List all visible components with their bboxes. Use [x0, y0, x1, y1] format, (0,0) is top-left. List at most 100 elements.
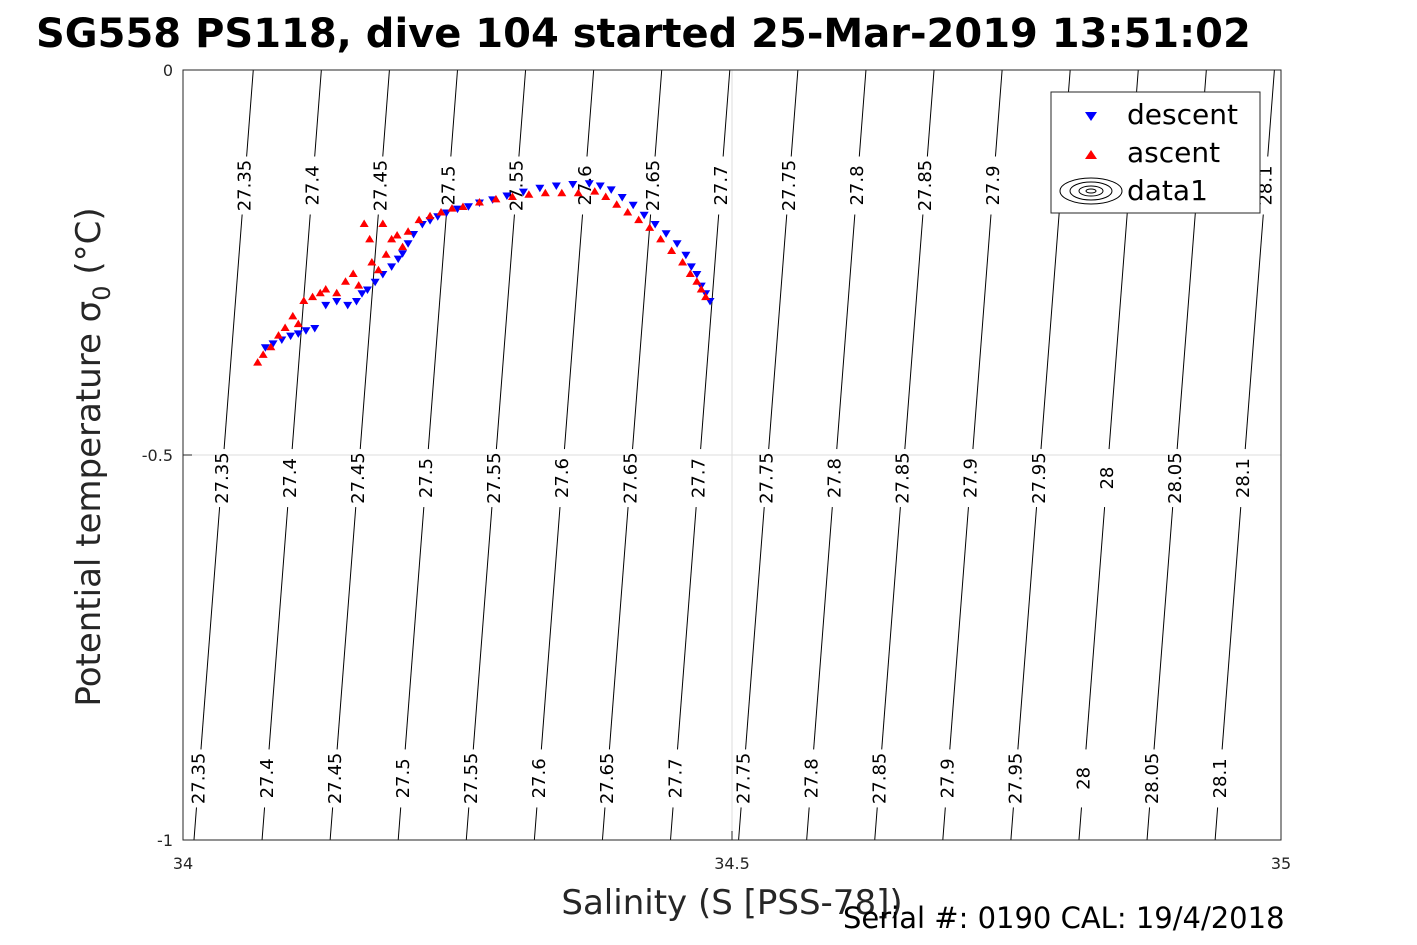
isopycnal-segment [632, 214, 652, 450]
isopycnal-segment [563, 214, 584, 450]
isopycnal-segment [670, 807, 674, 841]
isopycnal-label-28.1-row0: 28.1 [1256, 165, 1277, 205]
isopycnal-segment [608, 507, 629, 750]
legend-ascent-label: ascent [1127, 136, 1220, 169]
descent-point [351, 298, 361, 306]
data-series [253, 180, 715, 366]
isopycnal-segment [427, 214, 447, 450]
descent-point [293, 330, 303, 338]
ascent-point [253, 358, 263, 366]
isopycnal-label-27.85-row0: 27.85 [915, 160, 936, 212]
isopycnal-label-27.8-row0: 27.8 [847, 165, 868, 205]
legend-descent-marker [1085, 112, 1097, 121]
isopycnal-27.7: 27.7 27.7 27.7 [665, 69, 732, 841]
isopycnal-label-27.65-row0: 27.65 [643, 160, 664, 212]
ascent-point [332, 288, 342, 297]
x-axis-title: Salinity (S [PSS-78]) [561, 883, 902, 923]
isopycnal-label-27.7-row2: 27.7 [665, 758, 686, 798]
isopycnal-segment [1214, 807, 1219, 841]
isopycnal-segment [397, 807, 402, 841]
serial-calibration-note: Serial #: 0190 CAL: 19/4/2018 [843, 901, 1285, 935]
isopycnal-label-27.55-row0: 27.55 [507, 160, 528, 212]
isopycnal-27.4: 27.4 27.4 27.4 [257, 69, 323, 841]
descent-point [692, 271, 702, 279]
isopycnal-segment [533, 807, 538, 841]
ascent-point [634, 215, 644, 224]
y-axis-title-sigma: σ [69, 301, 109, 323]
isopycnal-segment [858, 69, 867, 157]
isopycnal-segment [738, 807, 742, 841]
ascent-point [573, 188, 583, 197]
isopycnal-label-27.9-row2: 27.9 [938, 758, 959, 798]
ascent-point [701, 292, 711, 301]
ascent-point [685, 269, 695, 278]
y-axis-title-subscript: 0 [88, 285, 116, 300]
y-tick-label-0: 0 [163, 61, 173, 80]
ascent-point [378, 219, 388, 227]
isopycnal-27.9: 27.9 27.9 27.9 [938, 69, 1004, 841]
descent-point [453, 205, 462, 214]
descent-point [595, 182, 605, 190]
isopycnal-segment [329, 807, 334, 841]
isopycnal-segment [722, 69, 731, 157]
descent-point [403, 240, 413, 248]
isopycnal-label-28.05-row2: 28.05 [1142, 753, 1163, 805]
isopycnal-label-27.35-row2: 27.35 [189, 753, 210, 805]
isopycnal-segment [768, 214, 788, 450]
ascent-point [612, 200, 622, 208]
descent-point [535, 184, 545, 193]
isopycnal-segment [745, 507, 765, 750]
isopycnal-segment [1017, 507, 1038, 750]
isopycnal-segment [223, 214, 243, 450]
ascent-point [474, 197, 484, 206]
ascent-point [447, 204, 457, 212]
isopycnal-segment [540, 507, 561, 750]
chart-title: SG558 PS118, dive 104 started 25-Mar-201… [36, 11, 1251, 57]
descent-point [260, 344, 270, 352]
isopycnal-label-27.65-row1: 27.65 [620, 452, 641, 504]
ascent-point [321, 284, 331, 293]
y-axis-ticks: 0 -0.5 -1 [142, 61, 192, 850]
y-tick-label-1: -0.5 [142, 446, 173, 465]
descent-point [370, 278, 380, 287]
isopycnal-label-27.65-row2: 27.65 [597, 753, 618, 805]
descent-point [518, 188, 528, 197]
descent-point [463, 203, 473, 211]
y-axis-title-main: Potential temperature [69, 322, 109, 706]
ascent-point [692, 277, 702, 285]
ascent-point [308, 292, 318, 301]
isopycnal-segment [261, 807, 266, 841]
isopycnal-label-27.4-row1: 27.4 [280, 458, 301, 498]
ascent-point [359, 219, 369, 227]
isopycnal-segment [268, 507, 289, 750]
isopycnal-27.8: 27.8 27.8 27.8 [801, 69, 868, 841]
ascent-point [392, 231, 402, 239]
ascent-point [557, 188, 567, 197]
isopycnal-segment [404, 507, 425, 750]
x-axis-ticks: 34 34.5 35 [173, 831, 1291, 873]
isopycnal-segment [314, 69, 322, 157]
isopycnal-segment [700, 214, 720, 450]
descent-point [268, 340, 278, 348]
isopycnal-segment [1244, 214, 1264, 450]
ascent-point [507, 192, 517, 201]
ascent-point [524, 190, 534, 198]
isopycnal-segment [450, 69, 458, 157]
descent-point [301, 327, 311, 335]
descent-point [568, 180, 578, 189]
isopycnal-27.5: 27.5 27.5 27.5 [393, 69, 460, 841]
x-tick-label-1: 34.5 [714, 854, 750, 873]
isopycnal-segment [994, 69, 1003, 157]
isopycnal-27.45: 27.45 27.45 27.45 [325, 69, 392, 841]
isopycnal-28.1: 28.1 28.1 28.1 [1210, 69, 1277, 841]
descent-point [332, 298, 342, 306]
ascent-point [274, 331, 284, 339]
ascent-point [365, 234, 375, 243]
isopycnal-27.85: 27.85 27.85 27.85 [869, 69, 936, 841]
isopycnal-label-28.1-row1: 28.1 [1233, 458, 1254, 498]
legend[interactable]: descent ascent data1 [1050, 91, 1261, 214]
isopycnal-label-27.35-row0: 27.35 [234, 160, 255, 212]
legend-descent-label: descent [1127, 98, 1238, 131]
descent-point [628, 201, 638, 210]
isopycnal-label-28.05-row1: 28.05 [1165, 452, 1186, 504]
